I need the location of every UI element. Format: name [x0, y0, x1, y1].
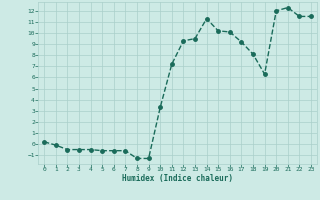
X-axis label: Humidex (Indice chaleur): Humidex (Indice chaleur)	[122, 174, 233, 183]
